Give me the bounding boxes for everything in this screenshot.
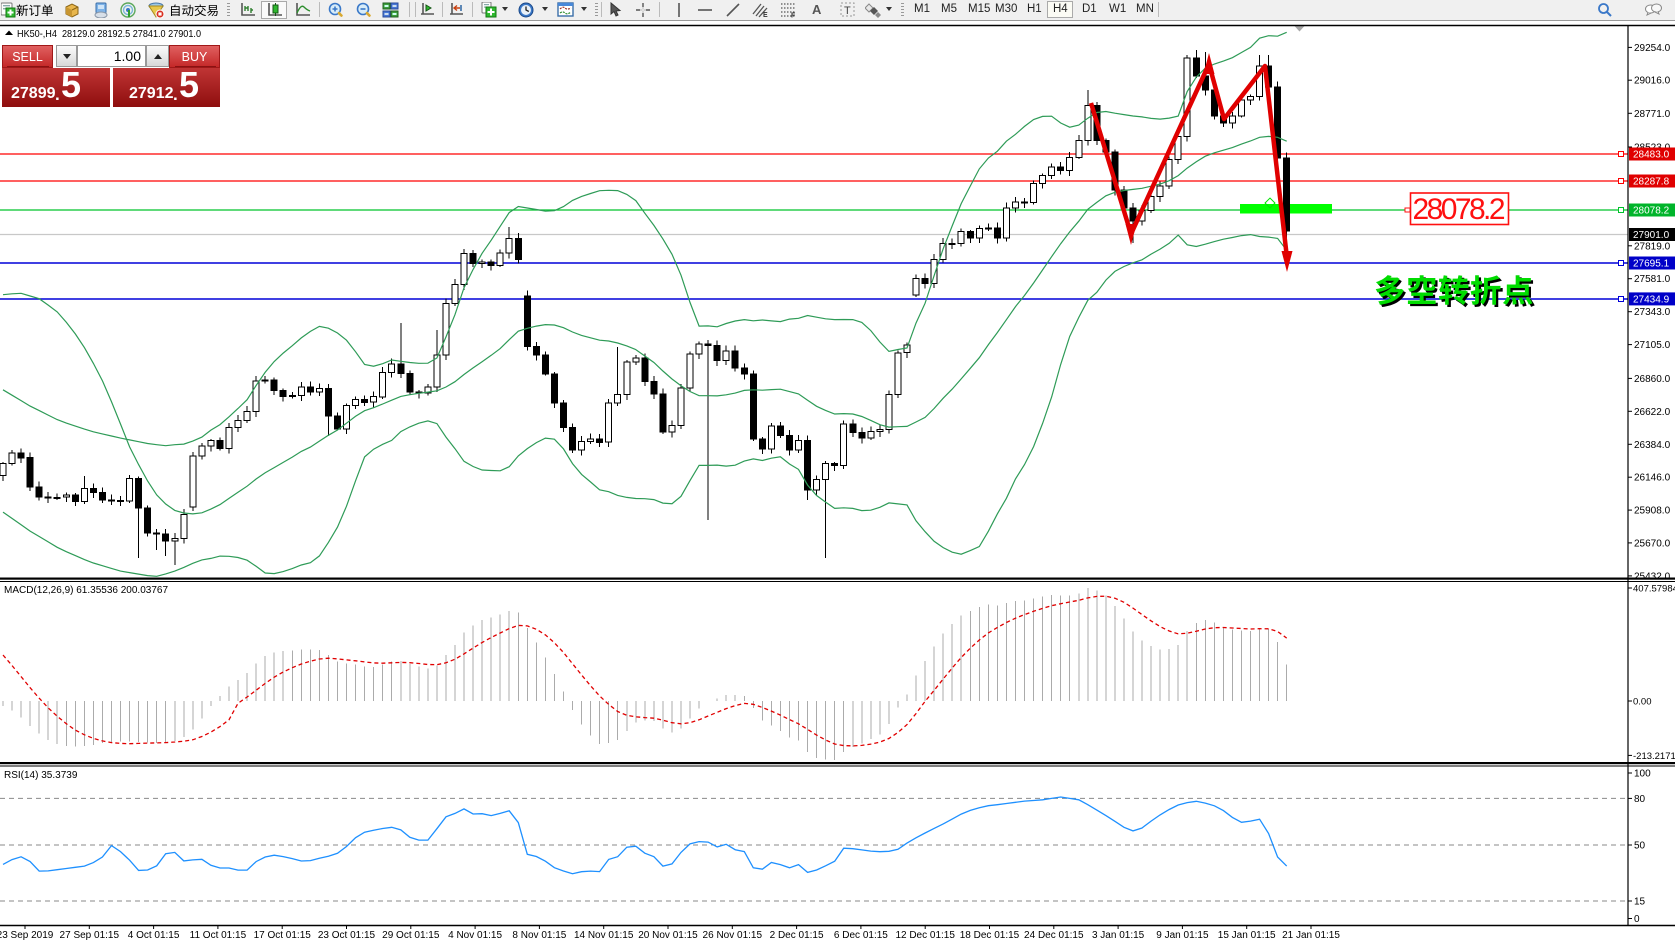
svg-text:RSI(14) 35.3739: RSI(14) 35.3739 bbox=[4, 770, 78, 781]
svg-text:MACD(12,26,9) 61.35536 200.037: MACD(12,26,9) 61.35536 200.03767 bbox=[4, 585, 168, 596]
svg-text:0.00: 0.00 bbox=[1633, 697, 1652, 708]
svg-text:27343.0: 27343.0 bbox=[1634, 307, 1671, 318]
svg-text:11 Oct 01:15: 11 Oct 01:15 bbox=[190, 930, 247, 941]
svg-text:2 Dec 01:15: 2 Dec 01:15 bbox=[770, 930, 824, 941]
svg-text:14 Nov 01:15: 14 Nov 01:15 bbox=[574, 930, 634, 941]
svg-text:28771.0: 28771.0 bbox=[1634, 109, 1671, 120]
svg-text:9 Jan 01:15: 9 Jan 01:15 bbox=[1156, 930, 1209, 941]
svg-text:29016.0: 29016.0 bbox=[1634, 76, 1671, 87]
svg-text:25670.0: 25670.0 bbox=[1634, 538, 1671, 549]
svg-text:29 Oct 01:15: 29 Oct 01:15 bbox=[382, 930, 440, 941]
svg-text:27695.1: 27695.1 bbox=[1633, 259, 1670, 270]
svg-text:28078.2: 28078.2 bbox=[1633, 206, 1670, 217]
svg-text:27 Sep 01:15: 27 Sep 01:15 bbox=[60, 930, 120, 941]
svg-text:F: F bbox=[791, 13, 796, 19]
svg-text:26860.0: 26860.0 bbox=[1634, 374, 1671, 385]
svg-text:28287.8: 28287.8 bbox=[1633, 177, 1670, 188]
svg-text:25908.0: 25908.0 bbox=[1634, 506, 1671, 517]
svg-text:26146.0: 26146.0 bbox=[1634, 473, 1671, 484]
svg-text:27819.0: 27819.0 bbox=[1634, 241, 1671, 252]
svg-text:28078.2: 28078.2 bbox=[1413, 193, 1506, 226]
svg-text:3 Jan 01:15: 3 Jan 01:15 bbox=[1092, 930, 1145, 941]
svg-text:28483.0: 28483.0 bbox=[1633, 150, 1670, 161]
svg-text:100: 100 bbox=[1634, 769, 1651, 780]
svg-text:29254.0: 29254.0 bbox=[1634, 43, 1671, 54]
svg-text:27434.9: 27434.9 bbox=[1633, 294, 1670, 305]
svg-text:18 Dec 01:15: 18 Dec 01:15 bbox=[960, 930, 1020, 941]
svg-text:26384.0: 26384.0 bbox=[1634, 440, 1671, 451]
svg-text:23 Sep 2019: 23 Sep 2019 bbox=[0, 930, 54, 941]
svg-text:E: E bbox=[763, 12, 768, 18]
svg-text:26622.0: 26622.0 bbox=[1634, 407, 1671, 418]
svg-text:8 Nov 01:15: 8 Nov 01:15 bbox=[512, 930, 566, 941]
svg-text:4 Oct 01:15: 4 Oct 01:15 bbox=[128, 930, 180, 941]
svg-text:-213.2171: -213.2171 bbox=[1633, 751, 1675, 762]
svg-text:T: T bbox=[844, 5, 851, 17]
svg-text:0: 0 bbox=[1634, 914, 1640, 925]
svg-text:12 Dec 01:15: 12 Dec 01:15 bbox=[895, 930, 955, 941]
svg-text:17 Oct 01:15: 17 Oct 01:15 bbox=[254, 930, 312, 941]
svg-text:407.57984: 407.57984 bbox=[1633, 584, 1675, 595]
svg-text:23 Oct 01:15: 23 Oct 01:15 bbox=[318, 930, 376, 941]
svg-text:15: 15 bbox=[1634, 897, 1646, 908]
svg-text:80: 80 bbox=[1634, 794, 1646, 805]
svg-text:25432.0: 25432.0 bbox=[1634, 571, 1671, 582]
svg-text:27105.0: 27105.0 bbox=[1634, 340, 1671, 351]
svg-text:21 Jan 01:15: 21 Jan 01:15 bbox=[1282, 930, 1340, 941]
svg-text:20 Nov 01:15: 20 Nov 01:15 bbox=[638, 930, 698, 941]
svg-text:50: 50 bbox=[1634, 841, 1646, 852]
svg-text:15 Jan 01:15: 15 Jan 01:15 bbox=[1218, 930, 1276, 941]
svg-text:24 Dec 01:15: 24 Dec 01:15 bbox=[1024, 930, 1084, 941]
svg-text:27581.0: 27581.0 bbox=[1634, 274, 1671, 285]
svg-text:27901.0: 27901.0 bbox=[1633, 230, 1670, 241]
svg-text:HK50-,H4 28129.0 28192.5 2784: HK50-,H4 28129.0 28192.5 27841.0 27901.0 bbox=[17, 29, 201, 40]
svg-text:26 Nov 01:15: 26 Nov 01:15 bbox=[703, 930, 763, 941]
svg-text:6 Dec 01:15: 6 Dec 01:15 bbox=[834, 930, 888, 941]
svg-text:4 Nov 01:15: 4 Nov 01:15 bbox=[448, 930, 502, 941]
